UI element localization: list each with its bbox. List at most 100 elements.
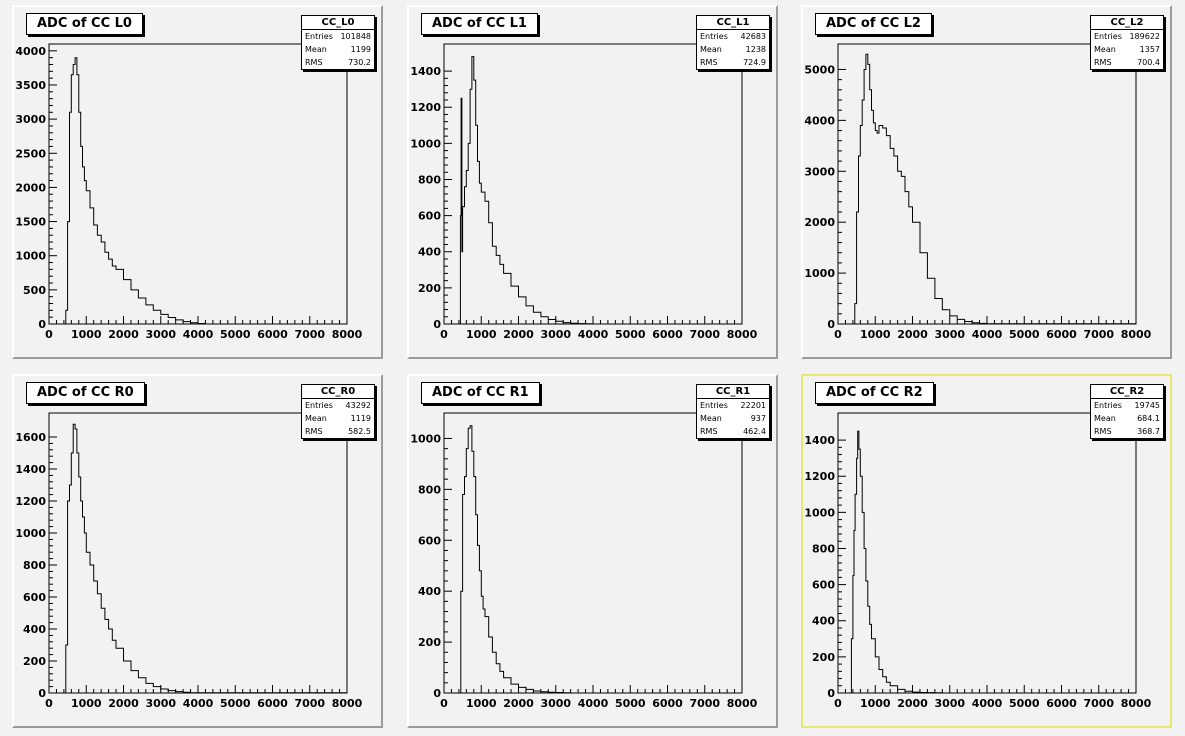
histogram-pad-cc-r1[interactable]: 0 200 400 600 800 1000 0 1000 2000 3000 4000 5000 60… xyxy=(407,374,778,728)
x-tick-label: 5000 xyxy=(615,697,646,710)
histogram-title: ADC of CC R1 xyxy=(421,382,540,404)
stats-histogram-name: CC_L0 xyxy=(302,16,374,30)
x-tick-label: 3000 xyxy=(934,328,965,341)
stats-row-entries: Entries 19745 xyxy=(1091,399,1163,412)
histogram-plot: 0 200 400 600 800 1000 0 1000 2000 3000 4000 5000 60… xyxy=(410,412,758,710)
x-tick-label: 1000 xyxy=(860,697,891,710)
stats-value-mean: 1119 xyxy=(350,414,371,423)
plot-frame xyxy=(837,43,1137,325)
histogram-pad-cc-r2[interactable]: 0 200 400 600 800 1000 1200 1400 0 1000 2000 3000 40… xyxy=(801,374,1172,728)
y-tick-label: 2000 xyxy=(804,216,835,229)
x-tick-label: 2000 xyxy=(503,328,534,341)
y-tick-label: 4000 xyxy=(15,45,46,58)
x-tick-label: 8000 xyxy=(727,697,758,710)
x-tick-label: 0 xyxy=(440,697,448,710)
y-tick-label: 3000 xyxy=(804,165,835,178)
y-tick-label: 500 xyxy=(23,284,46,297)
x-tick-label: 1000 xyxy=(466,697,497,710)
stats-label: Entries xyxy=(700,32,728,41)
y-tick-label: 1600 xyxy=(15,431,46,444)
x-tick-label: 2000 xyxy=(108,697,139,710)
histogram-pad-cc-l2[interactable]: 0 1000 2000 3000 4000 5000 0 1000 2000 3000 4000 50… xyxy=(801,5,1172,359)
stats-value-entries: 189622 xyxy=(1129,32,1160,41)
stats-row-rms: RMS 700.4 xyxy=(1091,56,1163,69)
x-tick-label: 2000 xyxy=(503,697,534,710)
stats-value-mean: 1357 xyxy=(1139,45,1160,54)
x-tick-label: 7000 xyxy=(689,328,720,341)
x-tick-label: 1000 xyxy=(860,328,891,341)
plot-frame xyxy=(443,43,743,325)
histogram-pad-cc-l1[interactable]: 0 200 400 600 800 1000 1200 1400 0 1000 2000 3000 40… xyxy=(407,5,778,359)
x-tick-label: 6000 xyxy=(257,697,288,710)
x-tick-label: 3000 xyxy=(145,697,176,710)
y-tick-label: 600 xyxy=(812,579,835,592)
stats-label: Entries xyxy=(700,401,728,410)
y-tick-label: 600 xyxy=(418,534,441,547)
x-tick-label: 8000 xyxy=(727,328,758,341)
stats-box: CC_R1 Entries 22201 Mean 937 RMS 462.4 xyxy=(696,384,770,439)
x-tick-label: 6000 xyxy=(652,328,683,341)
stats-label: RMS xyxy=(700,58,718,67)
x-tick-label: 4000 xyxy=(972,697,1003,710)
x-tick-label: 5000 xyxy=(615,328,646,341)
y-tick-label: 0 xyxy=(827,318,835,331)
stats-row-entries: Entries 43292 xyxy=(302,399,374,412)
stats-row-rms: RMS 368.7 xyxy=(1091,425,1163,438)
y-tick-label: 800 xyxy=(23,559,46,572)
y-tick-label: 4000 xyxy=(804,114,835,127)
x-tick-label: 7000 xyxy=(1083,328,1114,341)
stats-label: Mean xyxy=(700,414,722,423)
stats-box: CC_L1 Entries 42683 Mean 1238 RMS 724.9 xyxy=(696,15,770,70)
y-tick-label: 800 xyxy=(418,173,441,186)
stats-row-mean: Mean 937 xyxy=(697,412,769,425)
x-tick-label: 4000 xyxy=(972,328,1003,341)
stats-value-rms: 730.2 xyxy=(348,58,371,67)
x-tick-label: 8000 xyxy=(332,697,363,710)
stats-value-rms: 462.4 xyxy=(743,427,766,436)
histogram-curve xyxy=(838,53,1137,325)
histogram-curve xyxy=(49,57,347,325)
y-tick-label: 0 xyxy=(433,318,441,331)
y-tick-label: 1400 xyxy=(410,65,441,78)
x-tick-label: 2000 xyxy=(897,697,928,710)
histogram-pad-cc-r0[interactable]: 0 200 400 600 800 1000 1200 1400 1600 0 1000 2000 30… xyxy=(12,374,383,728)
x-tick-label: 0 xyxy=(834,697,842,710)
y-tick-label: 200 xyxy=(418,282,441,295)
x-tick-label: 6000 xyxy=(1046,697,1077,710)
stats-value-mean: 1238 xyxy=(745,45,766,54)
histogram-pad-cc-l0[interactable]: 0 500 1000 1500 2000 2500 3000 3500 4000 0 1000 200… xyxy=(12,5,383,359)
x-tick-label: 0 xyxy=(45,697,53,710)
y-tick-label: 5000 xyxy=(804,63,835,76)
stats-box: CC_R2 Entries 19745 Mean 684.1 RMS 368.7 xyxy=(1090,384,1164,439)
stats-row-rms: RMS 724.9 xyxy=(697,56,769,69)
y-tick-label: 400 xyxy=(812,615,835,628)
y-tick-label: 800 xyxy=(812,542,835,555)
x-tick-label: 7000 xyxy=(689,697,720,710)
stats-histogram-name: CC_R0 xyxy=(302,385,374,399)
y-tick-label: 1000 xyxy=(804,267,835,280)
y-tick-label: 1000 xyxy=(410,137,441,150)
x-tick-label: 2000 xyxy=(897,328,928,341)
stats-row-rms: RMS 582.5 xyxy=(302,425,374,438)
histogram-plot: 0 200 400 600 800 1000 1200 1400 0 1000 2000 3000 40… xyxy=(410,43,758,341)
x-tick-label: 8000 xyxy=(1121,328,1152,341)
x-tick-label: 5000 xyxy=(1009,328,1040,341)
stats-label: RMS xyxy=(1094,427,1112,436)
stats-label: Mean xyxy=(1094,414,1116,423)
y-tick-label: 600 xyxy=(23,591,46,604)
stats-label: Mean xyxy=(305,414,327,423)
x-tick-label: 4000 xyxy=(578,697,609,710)
plot-frame xyxy=(443,412,743,694)
stats-row-mean: Mean 1357 xyxy=(1091,43,1163,56)
stats-value-entries: 22201 xyxy=(740,401,766,410)
y-tick-label: 1400 xyxy=(15,463,46,476)
stats-histogram-name: CC_L1 xyxy=(697,16,769,30)
x-tick-label: 8000 xyxy=(332,328,363,341)
y-tick-label: 600 xyxy=(418,210,441,223)
stats-row-rms: RMS 462.4 xyxy=(697,425,769,438)
stats-row-entries: Entries 22201 xyxy=(697,399,769,412)
x-tick-label: 4000 xyxy=(183,328,214,341)
stats-row-mean: Mean 1199 xyxy=(302,43,374,56)
x-tick-label: 0 xyxy=(45,328,53,341)
